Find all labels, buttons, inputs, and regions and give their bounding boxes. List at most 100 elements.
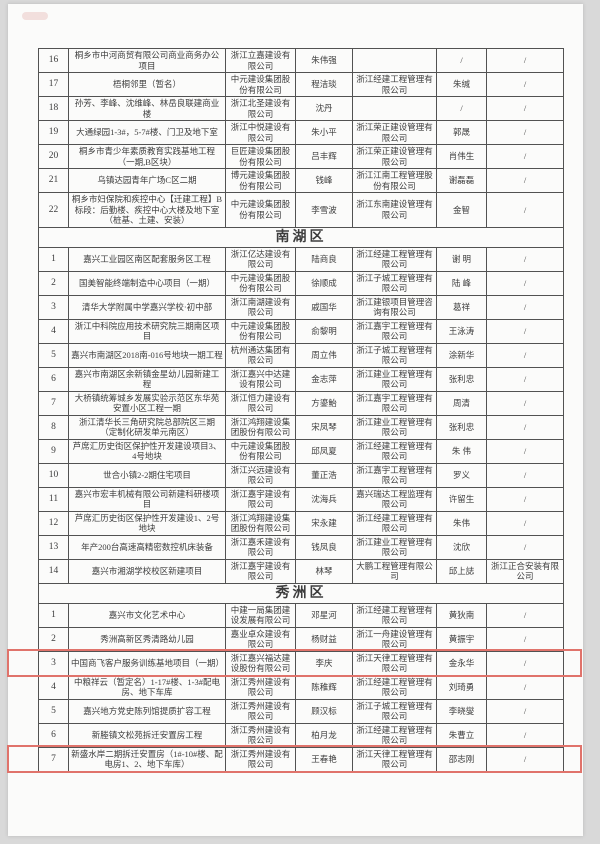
- contractor-person-cell: 沈丹: [295, 96, 353, 121]
- contractor-person-cell: 顾汉标: [295, 698, 353, 724]
- row-number-cell: 9: [38, 438, 69, 464]
- section-header-row: 南湖区: [38, 226, 564, 248]
- table-row: 6 嘉兴市南湖区余新镇金星幼儿园新建工程 浙江嘉兴中达建设有限公司 金志萍 浙江建业工程…: [38, 366, 564, 392]
- row-number-cell: 2: [38, 270, 69, 296]
- project-name-cell: 中国商飞客户服务训练基地项目（一期）: [68, 650, 226, 676]
- contractor-cell: 中元建设集团股份有限公司: [225, 438, 296, 464]
- contractor-person-cell: 陈稚辉: [295, 674, 353, 700]
- row-number-cell: 5: [38, 342, 69, 368]
- contractor-cell: 博元建设集团股份有限公司: [225, 168, 296, 193]
- supervisor-person-cell: 谢 明: [436, 246, 487, 272]
- project-name-cell: 孙芳、李峰、沈维峰、林岳良联建商业楼: [68, 96, 226, 121]
- contractor-cell: 浙江南湖建设有限公司: [225, 294, 296, 320]
- row-number-cell: 7: [38, 390, 69, 416]
- contractor-cell: 浙江恒力建设有限公司: [225, 390, 296, 416]
- contractor-person-cell: 钱峰: [295, 168, 353, 193]
- table-row: 4 浙江中科院应用技术研究院三期南区项目 中元建设集团股份有限公司 俞黎明 浙江嘉宇工程…: [38, 318, 564, 344]
- row-number-cell: 16: [38, 48, 69, 73]
- contractor-cell: 浙江秀州建设有限公司: [225, 722, 296, 748]
- supervisor-cell: 浙江一舟建设管理有限公司: [352, 626, 437, 652]
- project-name-cell: 浙江中科院应用技术研究院三期南区项目: [68, 318, 226, 344]
- contractor-cell: 嘉业卓众建设有限公司: [225, 626, 296, 652]
- contractor-cell: 浙江秀州建设有限公司: [225, 746, 296, 772]
- row-number-cell: 4: [38, 674, 69, 700]
- supervisor-cell: [352, 96, 437, 121]
- section-header-row: 秀洲区: [38, 582, 564, 604]
- supervisor-cell: 浙江子城工程管理有限公司: [352, 342, 437, 368]
- supervisor-cell: 浙江经建工程管理有限公司: [352, 72, 437, 97]
- project-name-cell: 国美智能终端制造中心项目（一期）: [68, 270, 226, 296]
- supervisor-person-cell: 王泳涛: [436, 318, 487, 344]
- contractor-person-cell: 朱伟强: [295, 48, 353, 73]
- supervisor-person-cell: 李晓燮: [436, 698, 487, 724]
- table-row: 11 嘉兴市宏丰机械有限公司新建科研楼项目 浙江嘉宇建设有限公司 沈海兵 嘉兴瑞达工程监…: [38, 486, 564, 512]
- contractor-person-cell: 朱小平: [295, 120, 353, 145]
- supervisor-person-cell: 金永华: [436, 650, 487, 676]
- supervisor-cell: 浙江荣正建设管理有限公司: [352, 144, 437, 169]
- project-name-cell: 中粮祥云（暂定名）1-17#楼、1-3#配电房、地下车库: [68, 674, 226, 700]
- supervisor-cell: 浙江经建工程管理有限公司: [352, 722, 437, 748]
- project-name-cell: 清华大学附属中学嘉兴学校·初中部: [68, 294, 226, 320]
- contractor-person-cell: 徐顺成: [295, 270, 353, 296]
- row-number-cell: 22: [38, 192, 69, 228]
- contractor-cell: 中元建设集团股份有限公司: [225, 72, 296, 97]
- section-title: 南湖区: [38, 226, 564, 248]
- supervisor-cell: 浙江建银项目管理咨询有限公司: [352, 294, 437, 320]
- row-number-cell: 6: [38, 366, 69, 392]
- project-name-cell: 大桥镇统筹城乡发展实验示范区东华苑安置小区工程一期: [68, 390, 226, 416]
- table-row: 4 中粮祥云（暂定名）1-17#楼、1-3#配电房、地下车库 浙江秀州建设有限公司陈…: [38, 674, 564, 700]
- supervisor-cell: 浙江子城工程管理有限公司: [352, 698, 437, 724]
- project-name-cell: 桐乡市中河商贸有限公司商业商务办公项目: [68, 48, 226, 73]
- row-number-cell: 7: [38, 746, 69, 772]
- supervisor-person-cell: 朱伟: [436, 510, 487, 536]
- supervisor-person-cell: 肖伟生: [436, 144, 487, 169]
- subcontractor-cell: /: [486, 318, 564, 344]
- subcontractor-cell: /: [486, 270, 564, 296]
- subcontractor-cell: /: [486, 510, 564, 536]
- supervisor-person-cell: /: [436, 96, 487, 121]
- supervisor-cell: 浙江嘉宇工程管理有限公司: [352, 390, 437, 416]
- supervisor-cell: 浙江东南建设管理有限公司: [352, 192, 437, 228]
- supervisor-person-cell: 许留生: [436, 486, 487, 512]
- contractor-person-cell: 宋凤琴: [295, 414, 353, 440]
- row-number-cell: 4: [38, 318, 69, 344]
- table-row: 2 国美智能终端制造中心项目（一期） 中元建设集团股份有限公司 徐顺成 浙江子城工程管理…: [38, 270, 564, 296]
- row-number-cell: 11: [38, 486, 69, 512]
- project-name-cell: 嘉兴地方党史陈列馆提质扩容工程: [68, 698, 226, 724]
- project-name-cell: 嘉兴市宏丰机械有限公司新建科研楼项目: [68, 486, 226, 512]
- project-name-cell: 年产200台高速高精密数控机床装备: [68, 534, 226, 560]
- contractor-cell: 巨匠建设集团股份有限公司: [225, 144, 296, 169]
- contractor-cell: 中建一局集团建设发展有限公司: [225, 602, 296, 628]
- contractor-cell: 浙江秀州建设有限公司: [225, 674, 296, 700]
- row-number-cell: 21: [38, 168, 69, 193]
- table-row: 3 清华大学附属中学嘉兴学校·初中部 浙江南湖建设有限公司 戚国华 浙江建银项目管理咨询…: [38, 294, 564, 320]
- contractor-cell: 中元建设集团股份有限公司: [225, 270, 296, 296]
- table-row: 8 浙江清华长三角研究院总部院区三期（定制化研发单元南区） 浙江鸿翔建设集团股份有限…: [38, 414, 564, 440]
- row-number-cell: 6: [38, 722, 69, 748]
- contractor-person-cell: 方鎏鲐: [295, 390, 353, 416]
- subcontractor-cell: /: [486, 438, 564, 464]
- subcontractor-cell: /: [486, 722, 564, 748]
- contractor-person-cell: 金志萍: [295, 366, 353, 392]
- contractor-cell: 浙江嘉兴中达建设有限公司: [225, 366, 296, 392]
- subcontractor-cell: 浙江正合安装有限公司: [486, 558, 564, 584]
- contractor-person-cell: 周立伟: [295, 342, 353, 368]
- subcontractor-cell: /: [486, 120, 564, 145]
- supervisor-cell: 浙江建业工程管理有限公司: [352, 414, 437, 440]
- supervisor-person-cell: 涂新华: [436, 342, 487, 368]
- contractor-cell: 浙江嘉兴福达建设股份有限公司: [225, 650, 296, 676]
- supervisor-person-cell: /: [436, 48, 487, 73]
- supervisor-cell: 浙江子城工程管理有限公司: [352, 270, 437, 296]
- supervisor-person-cell: 谢磊磊: [436, 168, 487, 193]
- contractor-cell: 浙江嘉禾建设有限公司: [225, 534, 296, 560]
- subcontractor-cell: /: [486, 390, 564, 416]
- subcontractor-cell: /: [486, 698, 564, 724]
- row-number-cell: 17: [38, 72, 69, 97]
- table-row: 7 新盛水岸二期拆迁安置房（1#-10#楼、配电房1、2、地下车库） 浙江秀州建设有…: [38, 746, 564, 772]
- table-row: 13 年产200台高速高精密数控机床装备 浙江嘉禾建设有限公司 钱凤良 浙江建业工程管理…: [38, 534, 564, 560]
- supervisor-person-cell: 周清: [436, 390, 487, 416]
- project-name-cell: 嘉兴市文化艺术中心: [68, 602, 226, 628]
- contractor-person-cell: 董正浩: [295, 462, 353, 488]
- project-name-cell: 新盛水岸二期拆迁安置房（1#-10#楼、配电房1、2、地下车库）: [68, 746, 226, 772]
